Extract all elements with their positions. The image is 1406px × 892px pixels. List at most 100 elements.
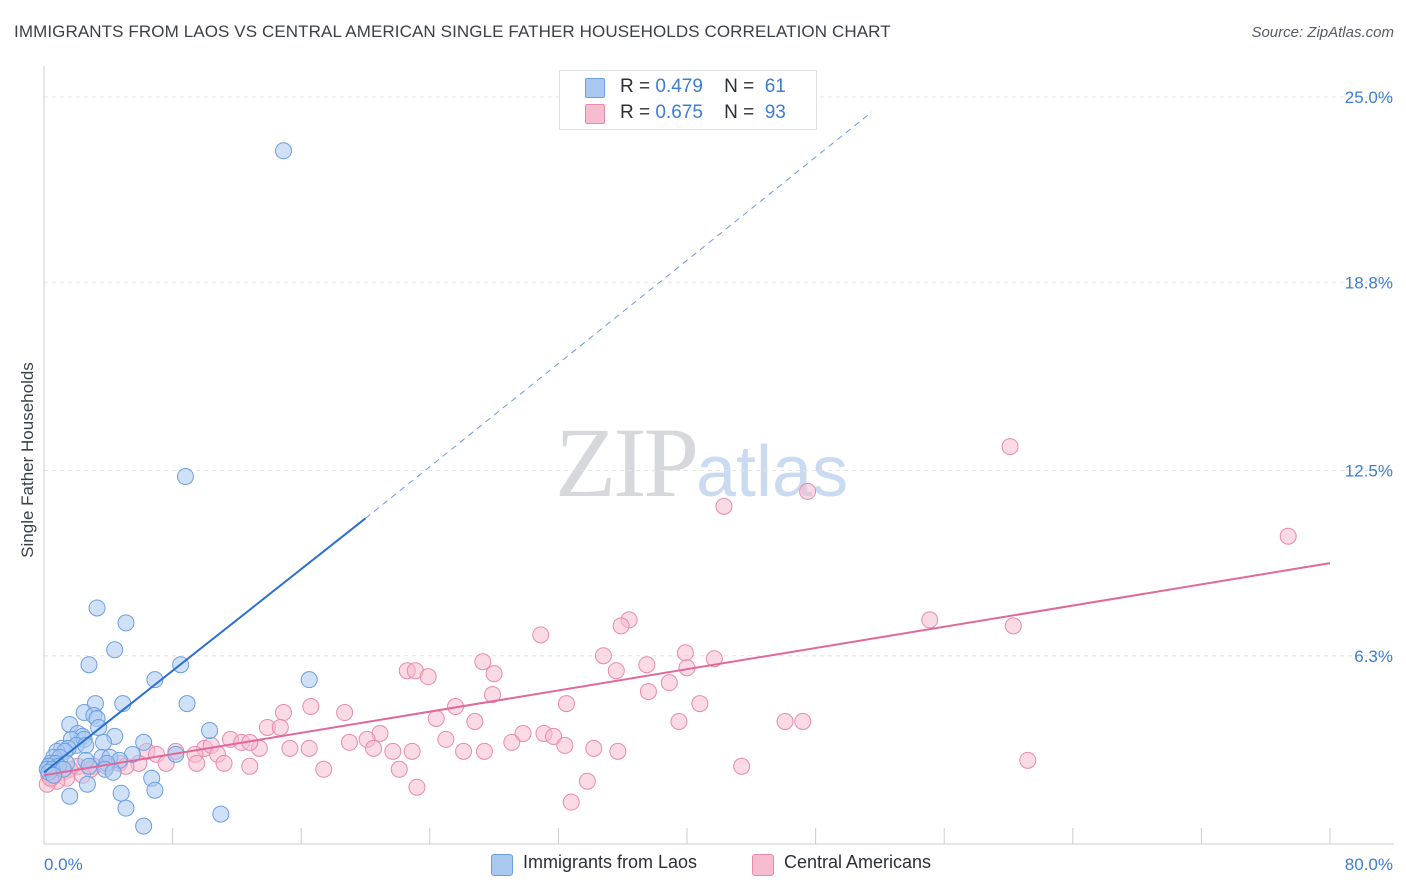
central-point <box>670 712 688 730</box>
central-point <box>466 712 484 730</box>
central-point <box>408 778 426 796</box>
central-point <box>921 611 939 629</box>
central-point <box>365 739 383 757</box>
central-point <box>794 712 812 730</box>
y-axis-label: Single Father Households <box>18 362 37 558</box>
watermark-zip: ZIP <box>555 407 699 518</box>
laos-point <box>275 142 293 160</box>
y-tick-label: 18.8% <box>1345 273 1393 292</box>
laos-point <box>117 614 135 632</box>
central-point <box>1001 438 1019 456</box>
central-point <box>474 653 492 671</box>
laos-point <box>88 599 106 617</box>
central-point <box>427 710 445 728</box>
laos-n-value: 61 <box>764 76 786 97</box>
central-n-label: N = <box>724 102 755 123</box>
central-point <box>612 617 630 635</box>
central-point <box>639 683 657 701</box>
legend-laos-swatch <box>491 854 513 876</box>
central-point <box>419 668 437 686</box>
laos-trend-extension <box>365 111 873 519</box>
central-point <box>532 626 550 644</box>
laos-point <box>104 763 122 781</box>
central-point <box>275 704 293 722</box>
central-swatch <box>585 104 605 124</box>
central-r-value: 0.675 <box>655 102 703 123</box>
laos-point <box>80 656 98 674</box>
central-point <box>281 739 299 757</box>
laos-point <box>212 805 230 823</box>
central-point <box>188 754 206 772</box>
watermark: ZIPatlas <box>555 405 848 520</box>
central-point <box>241 757 259 775</box>
central-point <box>340 733 358 751</box>
central-point <box>215 754 233 772</box>
laos-point <box>135 817 153 835</box>
central-point <box>336 704 354 722</box>
central-point <box>609 742 627 760</box>
central-point <box>315 760 333 778</box>
central-point <box>437 730 455 748</box>
laos-point <box>201 721 219 739</box>
y-tick-label: 12.5% <box>1345 462 1393 481</box>
laos-r-label: R = <box>620 76 651 97</box>
central-point <box>390 760 408 778</box>
central-point <box>302 698 320 716</box>
laos-point <box>176 467 194 485</box>
y-tick-label: 25.0% <box>1345 88 1393 107</box>
central-point <box>607 662 625 680</box>
central-n-value: 93 <box>764 102 786 123</box>
stats-legend: R = 0.479 N = 61 R = 0.675 N = 93 <box>559 70 817 130</box>
laos-r-value: 0.479 <box>655 76 703 97</box>
central-point <box>403 742 421 760</box>
central-point <box>475 742 493 760</box>
central-point <box>503 733 521 751</box>
series-legend: Immigrants from Laos Central Americans <box>0 852 1406 878</box>
central-point <box>585 739 603 757</box>
central-point <box>691 695 709 713</box>
central-point <box>1019 751 1037 769</box>
central-point <box>715 497 733 515</box>
laos-trend-line <box>43 517 367 774</box>
central-trend-line <box>43 562 1331 777</box>
laos-n-label: N = <box>724 76 755 97</box>
central-point <box>676 644 694 662</box>
central-point <box>271 718 289 736</box>
central-point <box>556 736 574 754</box>
central-point <box>776 712 794 730</box>
y-tick-label: 6.3% <box>1354 647 1393 666</box>
central-point <box>557 695 575 713</box>
laos-point <box>94 733 112 751</box>
laos-point <box>135 733 153 751</box>
laos-point <box>178 695 196 713</box>
chart-title: IMMIGRANTS FROM LAOS VS CENTRAL AMERICAN… <box>14 22 891 41</box>
x-tick-label: 0.0% <box>44 855 83 874</box>
laos-point <box>112 784 130 802</box>
laos-point <box>146 671 164 689</box>
central-point <box>384 742 402 760</box>
laos-point <box>78 775 96 793</box>
central-point <box>483 686 501 704</box>
laos-swatch <box>585 78 605 98</box>
source-label: Source: ZipAtlas.com <box>1251 24 1394 41</box>
central-point <box>485 665 503 683</box>
central-point <box>300 739 318 757</box>
x-tick-label: 80.0% <box>1345 855 1393 874</box>
central-point <box>733 757 751 775</box>
legend-central-swatch <box>752 854 774 876</box>
central-point <box>1279 527 1297 545</box>
central-point <box>594 647 612 665</box>
central-point <box>455 742 473 760</box>
central-point <box>705 650 723 668</box>
laos-point <box>117 799 135 817</box>
central-point <box>514 724 532 742</box>
central-point <box>545 727 563 745</box>
laos-point <box>300 671 318 689</box>
central-point <box>799 482 817 500</box>
legend-central-label: Central Americans <box>784 852 932 872</box>
legend-laos-label: Immigrants from Laos <box>523 852 698 872</box>
central-r-label: R = <box>620 102 651 123</box>
central-point <box>562 793 580 811</box>
laos-point <box>61 787 79 805</box>
